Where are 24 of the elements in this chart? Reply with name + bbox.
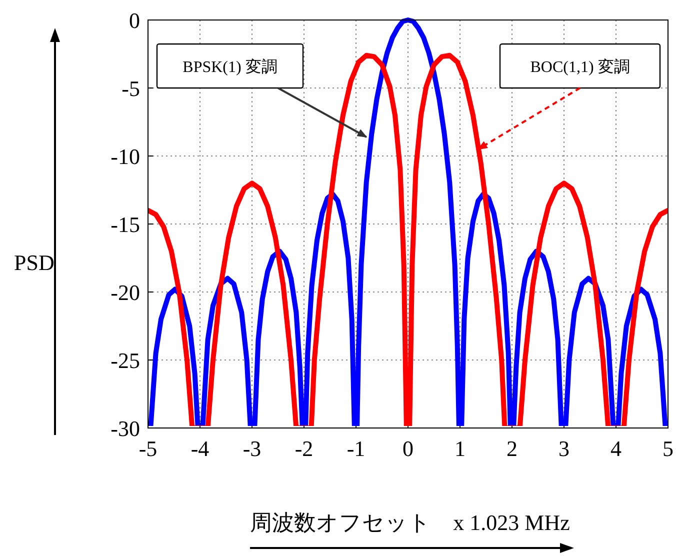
x-tick-label: -3	[242, 436, 262, 461]
x-axis-title: 周波数オフセット x 1.023 MHz	[250, 510, 570, 535]
x-tick-label: -1	[346, 436, 366, 461]
annotation: BPSK(1) 変調	[182, 58, 278, 76]
y-tick-label: -15	[110, 212, 140, 237]
y-tick-label: -30	[110, 416, 140, 441]
annotation: BOC(1,1) 変調	[477, 43, 661, 150]
x-tick-label: -2	[294, 436, 314, 461]
x-tick-label: -5	[138, 436, 158, 461]
x-tick-label: 4	[610, 436, 622, 461]
x-tick-label: -4	[190, 436, 210, 461]
annotation: BPSK(1) 変調	[156, 43, 368, 138]
y-axis-title: PSD	[14, 250, 54, 275]
x-tick-label: 3	[558, 436, 570, 461]
annotation: BOC(1,1) 変調	[530, 58, 630, 76]
y-tick-label: -20	[110, 280, 140, 305]
x-tick-label: 1	[454, 436, 466, 461]
x-tick-label: 0	[402, 436, 414, 461]
x-tick-label: 5	[662, 436, 674, 461]
y-tick-label: 0	[129, 8, 140, 33]
x-tick-label: 2	[506, 436, 518, 461]
y-tick-label: -5	[122, 76, 140, 101]
y-tick-label: -25	[110, 348, 140, 373]
y-tick-label: -10	[110, 144, 140, 169]
